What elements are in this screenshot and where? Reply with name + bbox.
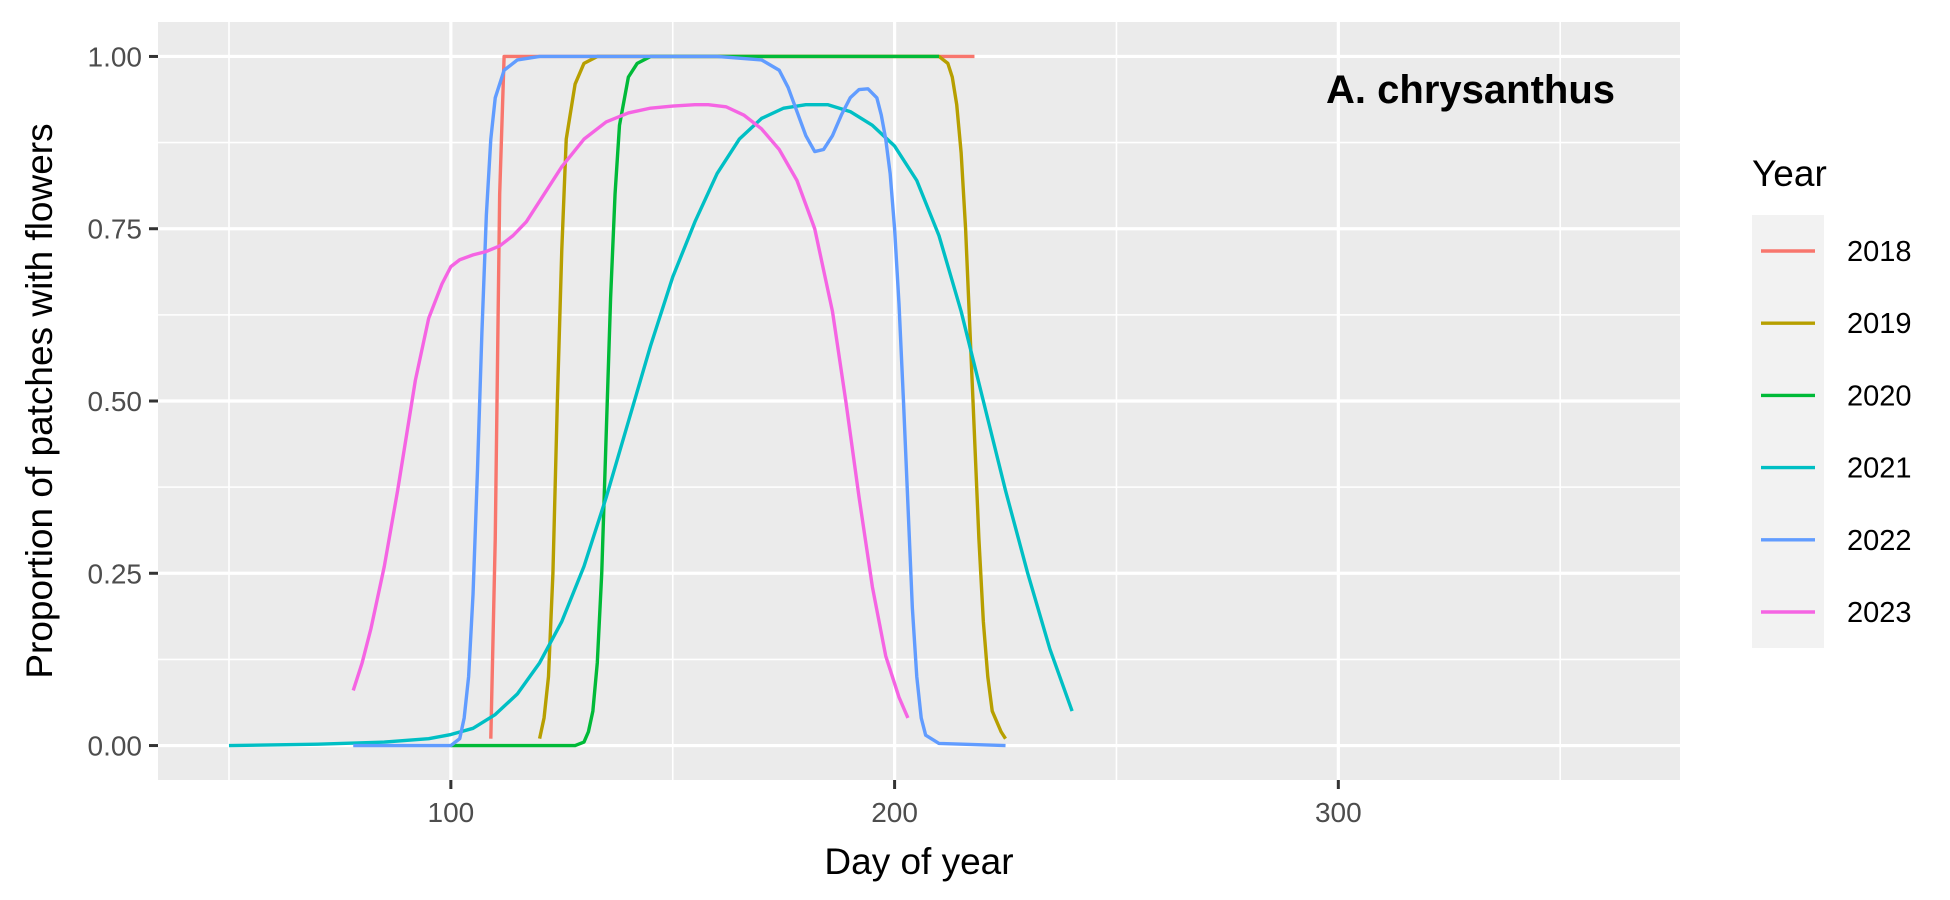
series-line-2020 — [450, 54, 939, 748]
species-annotation: A. chrysanthus — [1326, 68, 1615, 112]
legend-key-background — [1752, 215, 1824, 648]
legend: Year 2018 2019 2020 2021 2022 2023 — [1752, 153, 1912, 648]
y-axis: 0.00 0.25 0.50 0.75 1.00 — [88, 41, 158, 762]
y-tick-label: 1.00 — [88, 41, 143, 72]
legend-label-2018: 2018 — [1847, 236, 1912, 268]
x-tick-label: 300 — [1315, 797, 1362, 828]
y-tick-label: 0.50 — [88, 386, 143, 417]
x-axis-title: Day of year — [824, 841, 1013, 882]
y-tick-label: 0.00 — [88, 731, 143, 762]
y-tick-label: 0.25 — [88, 558, 143, 589]
legend-label-2021: 2021 — [1847, 453, 1912, 485]
legend-title: Year — [1752, 153, 1827, 194]
legend-label-2020: 2020 — [1847, 380, 1912, 412]
legend-label-2019: 2019 — [1847, 308, 1912, 340]
y-tick-label: 0.75 — [88, 214, 143, 245]
x-tick-label: 200 — [871, 797, 918, 828]
series-lines — [228, 54, 1074, 748]
legend-label-2023: 2023 — [1847, 597, 1912, 629]
grid-major — [158, 22, 1680, 780]
series-line-2021 — [228, 102, 1074, 748]
legend-label-2022: 2022 — [1847, 525, 1912, 557]
x-axis: 100 200 300 — [428, 780, 1362, 828]
x-tick-label: 100 — [428, 797, 475, 828]
y-axis-title: Proportion of patches with flowers — [19, 123, 60, 678]
series-line-2022 — [353, 54, 1006, 748]
series-line-2023 — [351, 102, 910, 719]
